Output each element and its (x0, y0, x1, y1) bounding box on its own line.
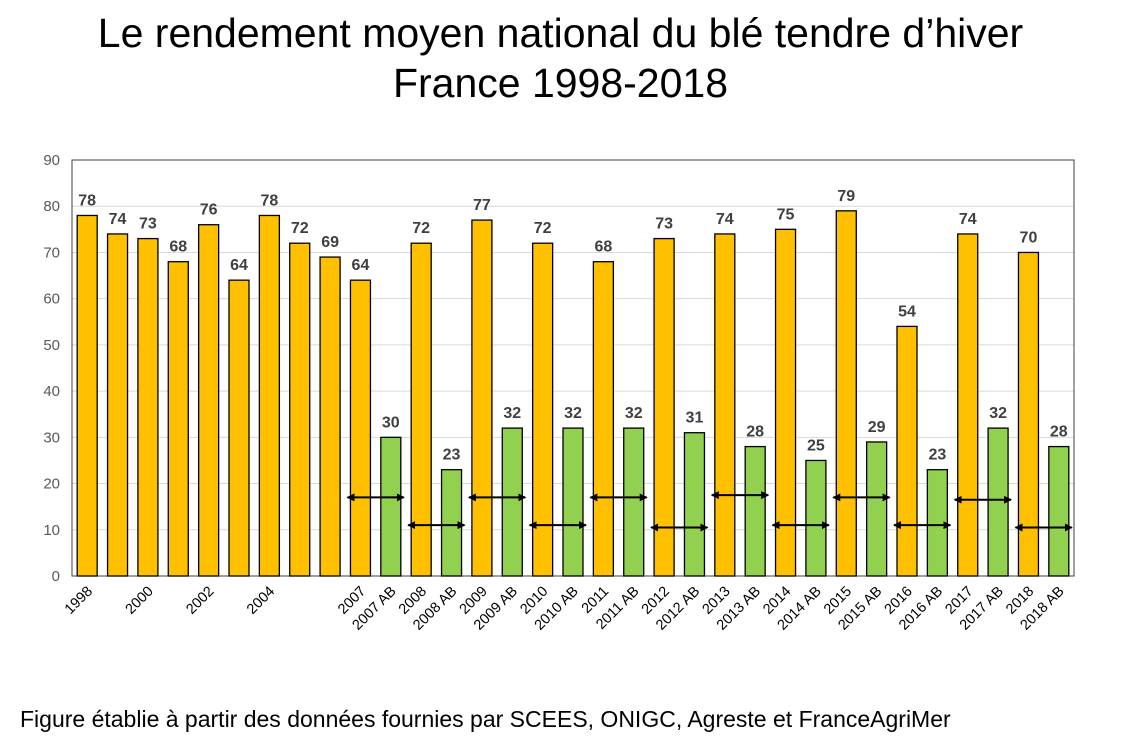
bar (714, 233, 736, 577)
bar-value-label: 70 (1020, 229, 1038, 246)
bar-value-label: 74 (959, 211, 977, 228)
bar (501, 427, 523, 577)
bar (471, 219, 493, 577)
bar (410, 242, 432, 577)
bar-value-label: 75 (777, 206, 795, 223)
bar-value-label: 32 (989, 405, 1007, 422)
bar (926, 469, 949, 577)
bar-value-label: 68 (169, 239, 187, 256)
bar (1017, 251, 1040, 577)
bar (167, 261, 189, 577)
bar-value-label: 77 (473, 197, 491, 214)
bar (683, 432, 706, 577)
bar-value-label: 68 (594, 239, 612, 256)
x-tick-label: 1998 (62, 584, 96, 618)
bar-value-label: 32 (625, 405, 643, 422)
bar-value-label: 64 (352, 257, 370, 274)
bar (896, 325, 918, 577)
source-caption: Figure établie à partir des données four… (20, 706, 951, 732)
bar (957, 233, 979, 577)
bar-value-label: 23 (928, 447, 946, 464)
bar (137, 237, 159, 577)
bar-value-label: 73 (139, 216, 157, 233)
bar (774, 228, 797, 577)
bar (562, 427, 584, 577)
bar (987, 427, 1009, 577)
bar-value-label: 69 (321, 234, 339, 251)
y-tick-label: 50 (43, 337, 60, 354)
bar (835, 210, 857, 577)
bar-value-label: 78 (78, 192, 96, 209)
bar-value-label: 25 (807, 437, 825, 454)
y-tick-label: 90 (43, 152, 60, 169)
bar-value-label: 74 (716, 211, 734, 228)
bar-value-label: 31 (686, 410, 704, 427)
bar (623, 427, 645, 577)
bar (289, 242, 311, 577)
bar (106, 233, 129, 577)
y-tick-label: 40 (43, 383, 60, 400)
y-tick-label: 80 (43, 198, 60, 215)
bar-value-label: 72 (412, 220, 430, 237)
bar-value-label: 30 (382, 414, 400, 431)
title-block: Le rendement moyen national du blé tendr… (0, 8, 1121, 108)
bar (440, 469, 463, 577)
bar-value-label: 28 (1050, 424, 1068, 441)
bar (865, 441, 888, 577)
chart-subtitle: France 1998-2018 (392, 60, 729, 106)
bar (258, 214, 281, 577)
y-tick-label: 70 (43, 244, 60, 261)
bar-value-label: 72 (534, 220, 552, 237)
bar-value-label: 72 (291, 220, 309, 237)
bar (349, 279, 372, 577)
x-tick-label: 2004 (244, 584, 278, 618)
chart-title: Le rendement moyen national du blé tendr… (97, 10, 1024, 56)
y-tick-label: 10 (43, 522, 60, 539)
bar (380, 436, 402, 577)
bar-value-label: 74 (109, 211, 127, 228)
bar (592, 261, 615, 577)
bar (319, 256, 341, 577)
bar (744, 445, 766, 577)
bar-value-label: 28 (746, 424, 764, 441)
x-tick-label: 2002 (183, 584, 217, 618)
bar-value-label: 76 (200, 202, 218, 219)
bar-value-label: 79 (837, 188, 855, 205)
bar (76, 214, 98, 577)
bar-value-label: 78 (260, 192, 278, 209)
bar (197, 224, 220, 577)
y-tick-label: 20 (43, 476, 60, 493)
bar-value-label: 54 (898, 303, 916, 320)
y-tick-label: 60 (43, 291, 60, 308)
bar (531, 242, 554, 577)
bar-value-label: 64 (230, 257, 248, 274)
bar-value-label: 73 (655, 216, 673, 233)
bar (653, 237, 675, 577)
bar-value-label: 32 (564, 405, 582, 422)
bar-value-label: 23 (443, 447, 461, 464)
bar-value-label: 32 (503, 405, 521, 422)
x-tick-label: 2000 (123, 584, 157, 618)
bar (228, 279, 250, 577)
bar (1048, 445, 1070, 577)
bar (805, 459, 827, 577)
y-tick-label: 0 (52, 568, 60, 585)
y-tick-label: 30 (43, 429, 60, 446)
bar-value-label: 29 (868, 419, 886, 436)
bar-chart: 0 10 20 30 40 50 60 70 80 90 78 1998 74 73 2000 68 76 200… (43, 152, 1075, 634)
